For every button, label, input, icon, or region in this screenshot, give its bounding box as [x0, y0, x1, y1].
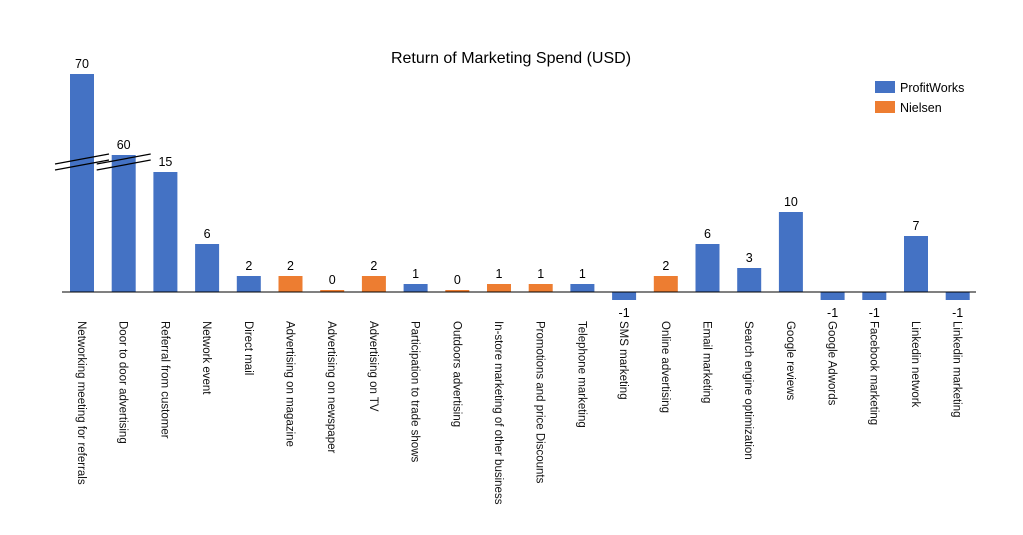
bar: [570, 284, 595, 292]
data-label: 1: [496, 267, 503, 281]
bar: [403, 284, 428, 292]
category-label: Google Adwords: [826, 321, 838, 406]
data-label: -1: [869, 306, 880, 320]
axis-break-mark: [54, 153, 110, 165]
bar: [945, 292, 970, 300]
bar: [70, 74, 94, 292]
bar: [820, 292, 845, 300]
data-label: 1: [579, 267, 586, 281]
data-label: 60: [117, 138, 131, 152]
data-label: 1: [537, 267, 544, 281]
legend-label: ProfitWorks: [900, 81, 964, 95]
category-label: Online advertising: [659, 321, 671, 413]
data-label: 2: [287, 259, 294, 273]
data-label: 70: [75, 57, 89, 71]
category-label: Email marketing: [701, 321, 713, 403]
data-label: 15: [158, 155, 172, 169]
category-label: Advertising on newspaper: [325, 321, 337, 453]
data-label: 1: [412, 267, 419, 281]
category-label: Advertising on magazine: [284, 321, 296, 447]
axis-break-marks: [54, 153, 151, 171]
data-label: 6: [204, 227, 211, 241]
axis-break-mark: [96, 159, 151, 171]
bar: [111, 155, 136, 292]
bars: [70, 74, 970, 300]
category-label: Door to door advertising: [117, 321, 129, 444]
data-label: -1: [952, 306, 963, 320]
bar: [487, 284, 511, 292]
chart-title: Return of Marketing Spend (USD): [391, 50, 631, 67]
data-label: 3: [746, 251, 753, 265]
category-label: Telephone marketing: [575, 321, 587, 428]
data-label: 6: [704, 227, 711, 241]
legend-swatch: [875, 81, 895, 93]
category-label: Linkedin network: [909, 321, 921, 408]
category-label: Promotions and price Discounts: [534, 321, 546, 484]
category-label: Network event: [200, 321, 212, 395]
bar: [320, 290, 345, 292]
data-label: 0: [454, 273, 461, 287]
axis-break-mark: [96, 153, 151, 165]
category-label: SMS marketing: [617, 321, 629, 400]
bar: [153, 172, 178, 292]
bar: [695, 244, 720, 292]
legend-label: Nielsen: [900, 101, 942, 115]
category-label: Search engine optimization: [742, 321, 754, 460]
category-label: Advertising on TV: [367, 321, 379, 412]
legend-swatch: [875, 101, 895, 113]
bar: [737, 268, 762, 292]
category-label: Linkedin marketing: [951, 321, 963, 418]
data-label: 10: [784, 195, 798, 209]
bar: [904, 236, 928, 292]
category-label: Referral from customer: [158, 321, 170, 439]
bar: [361, 276, 386, 292]
bar: [528, 284, 553, 292]
category-label: Outdoors advertising: [450, 321, 462, 427]
bar: [195, 244, 220, 292]
bar: [653, 276, 678, 292]
category-label: Direct mail: [242, 321, 254, 375]
category-label: Participation to trade shows: [409, 321, 421, 463]
data-label: 2: [370, 259, 377, 273]
category-labels: Networking meeting for referrals Door to …: [75, 321, 963, 505]
data-label: 7: [913, 219, 920, 233]
data-label: 2: [245, 259, 252, 273]
category-label: In-store marketing of other business: [492, 321, 504, 505]
data-label: -1: [827, 306, 838, 320]
data-label: -1: [619, 306, 630, 320]
category-label: Google reviews: [784, 321, 796, 401]
data-label: 2: [662, 259, 669, 273]
bar: [236, 276, 261, 292]
bar: [862, 292, 887, 300]
bar: [278, 276, 303, 292]
category-label: Facebook marketing: [867, 321, 879, 425]
bar: [612, 292, 637, 300]
data-label: 0: [329, 273, 336, 287]
axis-break-mark: [54, 159, 110, 171]
bar: [445, 290, 470, 292]
legend: ProfitWorks Nielsen: [875, 81, 964, 115]
category-label: Networking meeting for referrals: [75, 321, 87, 485]
bar: [778, 212, 803, 292]
